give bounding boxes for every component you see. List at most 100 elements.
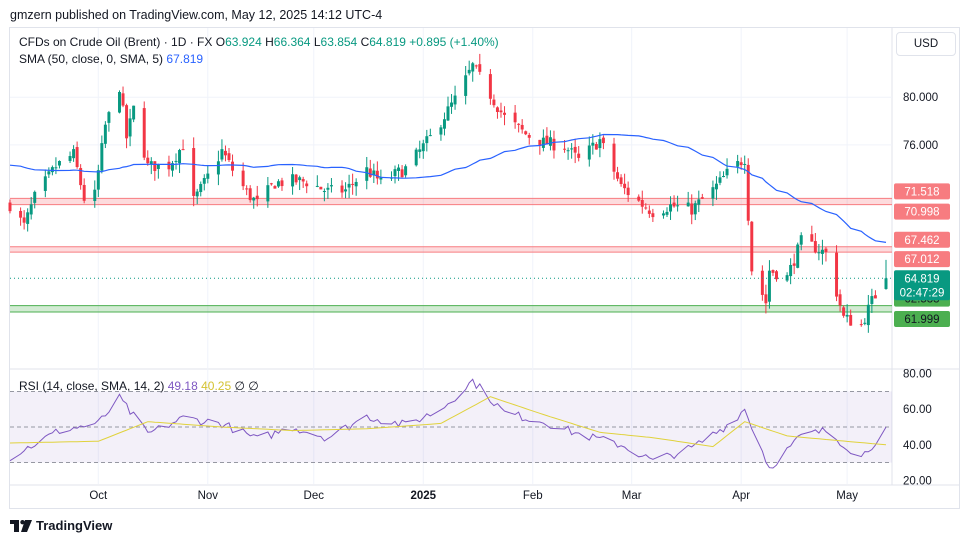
- candle-body: [785, 275, 789, 281]
- candle-body: [577, 153, 581, 158]
- candle-body: [50, 167, 54, 173]
- candle-body: [859, 324, 863, 326]
- chart-frame: [9, 27, 960, 509]
- candle-body: [813, 241, 817, 253]
- candle: [672, 195, 676, 208]
- candle: [799, 232, 803, 251]
- candle: [82, 178, 86, 204]
- candle: [810, 225, 814, 242]
- candle-body: [96, 170, 100, 190]
- candle-body: [446, 106, 450, 121]
- candle-body: [591, 142, 595, 146]
- candle-body: [566, 150, 570, 152]
- top-bar: gmzern published on TradingView.com, May…: [0, 0, 970, 28]
- candle: [640, 190, 644, 214]
- candle: [439, 124, 443, 141]
- price-tick-label: 80.000: [903, 92, 938, 104]
- candle-body: [552, 138, 556, 151]
- candle: [75, 141, 79, 169]
- footer-brand-text: TradingView: [36, 518, 113, 533]
- support-zone: [10, 305, 892, 312]
- candle: [245, 185, 249, 196]
- candle: [96, 164, 100, 198]
- candle: [690, 194, 694, 225]
- candle: [538, 139, 542, 155]
- price-level-text: 71.518: [904, 186, 939, 198]
- candle: [252, 196, 256, 209]
- candle-body: [103, 124, 107, 144]
- candle: [107, 110, 111, 132]
- low-value: 63.854: [320, 35, 358, 49]
- candle: [276, 179, 280, 188]
- candle: [351, 173, 355, 195]
- candle-body: [397, 167, 401, 171]
- candle-body: [672, 202, 676, 207]
- candle-body: [319, 186, 323, 190]
- candle: [817, 244, 821, 261]
- candle-body: [68, 156, 72, 161]
- candle-body: [202, 178, 206, 184]
- candle-body: [344, 189, 348, 192]
- candle-body: [149, 161, 153, 165]
- candle: [813, 233, 817, 254]
- candle: [697, 190, 701, 213]
- candle: [767, 260, 771, 309]
- candle-body: [743, 163, 747, 165]
- currency-button[interactable]: USD: [896, 32, 956, 56]
- candle: [722, 171, 726, 178]
- candle: [601, 135, 605, 150]
- candle-body: [450, 102, 454, 107]
- candle-body: [686, 202, 690, 207]
- candle: [711, 180, 715, 207]
- candle-body: [503, 112, 507, 115]
- candle: [118, 90, 121, 114]
- rsi-line: [9, 378, 887, 469]
- candle-body: [315, 185, 319, 187]
- candle-body: [22, 217, 26, 223]
- candle: [495, 106, 499, 119]
- candle: [845, 304, 849, 323]
- candle-body: [545, 135, 549, 145]
- candle: [241, 162, 245, 191]
- candle: [665, 207, 669, 217]
- sma-value: 67.819: [166, 52, 204, 66]
- candle: [467, 60, 471, 76]
- candle-body: [428, 135, 432, 137]
- candle-body: [863, 322, 867, 324]
- candle-body: [570, 148, 574, 150]
- candle-body: [789, 264, 793, 277]
- candle-body: [100, 143, 104, 171]
- time-tick-label: Dec: [304, 490, 325, 502]
- candle: [428, 128, 432, 137]
- candle: [19, 207, 23, 226]
- candle: [294, 173, 298, 185]
- candle: [838, 289, 842, 312]
- candle-body: [640, 200, 644, 207]
- candle-body: [118, 91, 121, 113]
- candle: [651, 208, 655, 222]
- candle: [541, 129, 545, 152]
- candle-body: [594, 144, 598, 150]
- candle: [870, 288, 874, 314]
- candle: [873, 290, 877, 299]
- candle: [527, 132, 531, 145]
- candle-body: [722, 176, 726, 178]
- candle-body: [206, 173, 210, 179]
- time-tick-label: May: [836, 490, 858, 502]
- candle: [248, 185, 252, 203]
- time-tick-label: Mar: [622, 490, 642, 502]
- candle-body: [760, 270, 764, 295]
- candle-body: [294, 174, 298, 183]
- candle: [693, 200, 697, 221]
- candle-body: [538, 139, 542, 146]
- candle: [305, 180, 309, 194]
- candle-body: [676, 205, 680, 207]
- candle-body: [368, 168, 372, 177]
- candle: [619, 174, 623, 187]
- candle: [322, 188, 326, 202]
- candle-body: [326, 187, 330, 190]
- candle-body: [266, 185, 270, 202]
- candle-body: [725, 168, 729, 176]
- candle-body: [298, 177, 302, 181]
